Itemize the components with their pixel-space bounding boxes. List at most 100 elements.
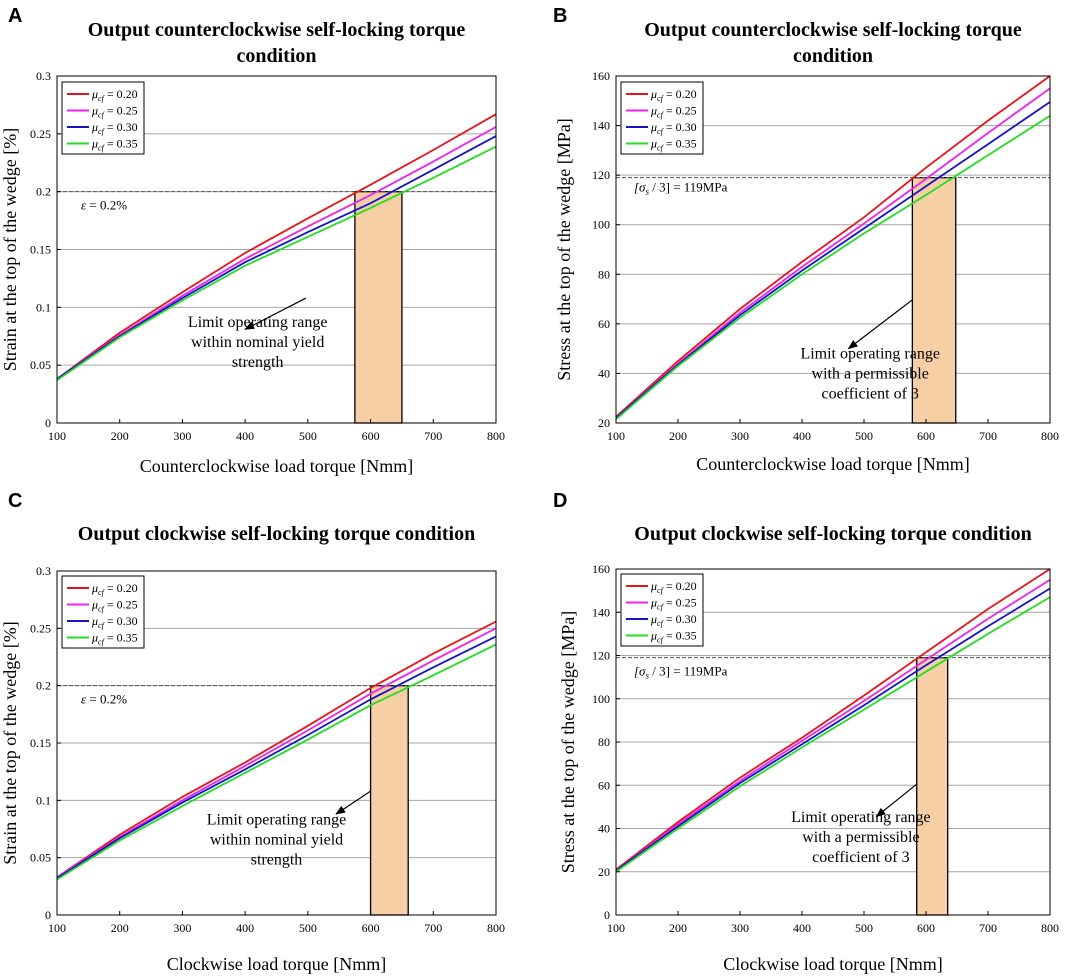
y-tick-label: 40 bbox=[598, 366, 610, 380]
y-tick-label: 0.05 bbox=[30, 851, 51, 865]
y-tick-label: 0.2 bbox=[36, 679, 51, 693]
chart-title: Output clockwise self-locking torque con… bbox=[78, 523, 475, 545]
series-line-3 bbox=[56, 145, 497, 381]
x-axis-label: Counterclockwise load torque [Nmm] bbox=[696, 454, 969, 474]
x-tick-label: 700 bbox=[979, 429, 997, 443]
operating-range-region bbox=[354, 191, 403, 424]
chart-title: Output clockwise self-locking torque con… bbox=[634, 523, 1031, 545]
y-tick-label: 40 bbox=[598, 822, 610, 836]
annotation-text: strength bbox=[251, 851, 303, 868]
legend-label: μcf = 0.30 bbox=[650, 120, 697, 136]
x-tick-label: 400 bbox=[236, 429, 254, 443]
x-axis-label: Counterclockwise load torque [Nmm] bbox=[140, 456, 413, 476]
annotation-text: within nominal yield bbox=[210, 831, 343, 848]
annotation-text: coefficient of 3 bbox=[821, 386, 918, 403]
annotation-text: Limit operating range bbox=[207, 811, 347, 828]
annotation-text: Limit operating range bbox=[188, 314, 328, 331]
legend-label: μcf = 0.25 bbox=[650, 596, 697, 612]
limit-label: ε = 0.2% bbox=[81, 692, 127, 707]
legend-label: μcf = 0.25 bbox=[91, 104, 138, 120]
operating-range-region bbox=[916, 657, 949, 916]
panel-letter: A bbox=[8, 5, 22, 27]
series-line-2 bbox=[56, 635, 497, 880]
x-tick-label: 800 bbox=[487, 921, 505, 935]
annotation-arrow bbox=[847, 299, 913, 350]
limit-label: [σs / 3] = 119MPa bbox=[634, 664, 728, 681]
y-axis-label: Strain at the top of the wedge [%] bbox=[0, 621, 20, 864]
series-line-1 bbox=[615, 87, 1051, 419]
series-line-1 bbox=[615, 579, 1051, 872]
annotation-text: within nominal yield bbox=[191, 334, 324, 351]
x-tick-label: 800 bbox=[1041, 429, 1059, 443]
x-tick-label: 100 bbox=[607, 429, 625, 443]
x-tick-label: 200 bbox=[669, 921, 687, 935]
y-tick-label: 140 bbox=[592, 119, 610, 133]
panel-a: A Output counterclockwise self-locking to… bbox=[0, 5, 505, 476]
annotation-arrow bbox=[335, 790, 371, 815]
x-tick-label: 300 bbox=[731, 921, 749, 935]
y-tick-label: 20 bbox=[598, 416, 610, 430]
y-tick-label: 80 bbox=[598, 735, 610, 749]
x-tick-label: 500 bbox=[299, 429, 317, 443]
x-tick-label: 600 bbox=[362, 429, 380, 443]
y-tick-label: 0 bbox=[604, 908, 610, 922]
series-line-0 bbox=[56, 620, 497, 878]
chart-title: condition bbox=[236, 45, 316, 67]
chart-title: Output counterclockwise self-locking tor… bbox=[644, 19, 1022, 41]
y-tick-label: 100 bbox=[592, 218, 610, 232]
legend-label: μcf = 0.30 bbox=[91, 120, 138, 136]
y-tick-label: 80 bbox=[598, 267, 610, 281]
y-tick-label: 60 bbox=[598, 778, 610, 792]
y-tick-label: 0.25 bbox=[30, 621, 51, 635]
y-tick-label: 100 bbox=[592, 692, 610, 706]
x-tick-label: 500 bbox=[299, 921, 317, 935]
x-axis-label: Clockwise load torque [Nmm] bbox=[723, 954, 942, 974]
y-tick-label: 20 bbox=[598, 865, 610, 879]
panel-c: C Output clockwise self-locking torque co… bbox=[0, 490, 505, 974]
y-tick-label: 0.15 bbox=[30, 243, 51, 257]
y-tick-label: 160 bbox=[592, 69, 610, 83]
operating-range-region bbox=[369, 685, 409, 916]
x-tick-label: 500 bbox=[855, 921, 873, 935]
legend-label: μcf = 0.20 bbox=[91, 581, 138, 597]
y-tick-label: 160 bbox=[592, 562, 610, 576]
series-line-1 bbox=[56, 627, 497, 878]
y-axis-label: Strain at the top of the wedge [%] bbox=[0, 128, 20, 371]
y-tick-label: 0.3 bbox=[36, 564, 51, 578]
x-tick-label: 500 bbox=[855, 429, 873, 443]
x-tick-label: 300 bbox=[173, 921, 191, 935]
x-tick-label: 300 bbox=[731, 429, 749, 443]
series-line-3 bbox=[56, 643, 497, 881]
y-tick-label: 0.05 bbox=[30, 358, 51, 372]
x-tick-label: 400 bbox=[793, 429, 811, 443]
x-tick-label: 800 bbox=[487, 429, 505, 443]
series-line-0 bbox=[615, 568, 1051, 871]
x-tick-label: 400 bbox=[793, 921, 811, 935]
panel-d: D Output clockwise self-locking torque co… bbox=[553, 490, 1059, 974]
x-tick-label: 700 bbox=[424, 921, 442, 935]
y-tick-label: 0 bbox=[45, 908, 51, 922]
legend-label: μcf = 0.35 bbox=[91, 137, 138, 153]
x-tick-label: 600 bbox=[917, 429, 935, 443]
series-line-3 bbox=[615, 114, 1051, 420]
y-tick-label: 0.1 bbox=[36, 793, 51, 807]
x-tick-label: 700 bbox=[424, 429, 442, 443]
legend-label: μcf = 0.25 bbox=[650, 104, 697, 120]
chart-title: condition bbox=[793, 45, 873, 67]
series-line-1 bbox=[56, 126, 497, 380]
series-line-2 bbox=[615, 587, 1051, 872]
series-line-0 bbox=[615, 75, 1051, 418]
series-line-3 bbox=[615, 596, 1051, 873]
legend-label: μcf = 0.20 bbox=[650, 579, 697, 595]
legend-label: μcf = 0.35 bbox=[650, 137, 697, 153]
legend-label: μcf = 0.20 bbox=[650, 87, 697, 103]
panel-letter: C bbox=[8, 490, 22, 512]
x-axis-label: Clockwise load torque [Nmm] bbox=[167, 954, 386, 974]
legend-label: μcf = 0.25 bbox=[91, 598, 138, 614]
legend-label: μcf = 0.20 bbox=[91, 87, 138, 103]
panel-b: B Output counterclockwise self-locking to… bbox=[553, 5, 1059, 474]
legend-label: μcf = 0.30 bbox=[91, 614, 138, 630]
